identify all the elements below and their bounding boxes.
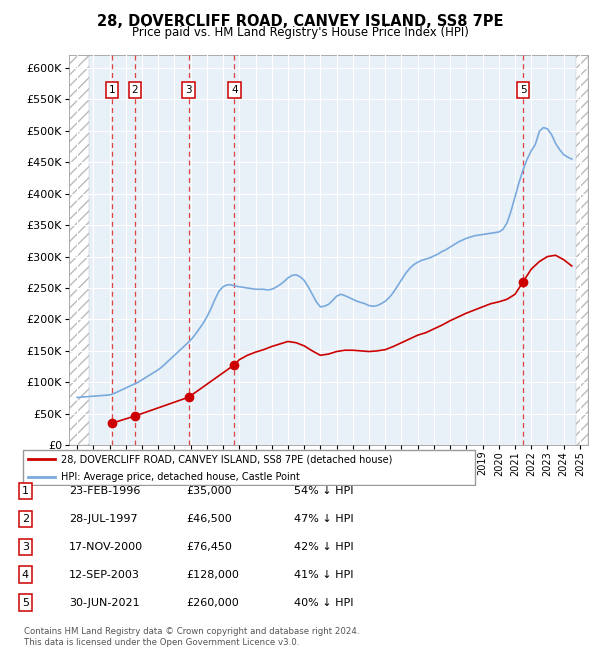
Bar <box>576 55 588 445</box>
Text: £76,450: £76,450 <box>186 541 232 552</box>
Text: 28, DOVERCLIFF ROAD, CANVEY ISLAND, SS8 7PE: 28, DOVERCLIFF ROAD, CANVEY ISLAND, SS8 … <box>97 14 503 29</box>
Text: Price paid vs. HM Land Registry's House Price Index (HPI): Price paid vs. HM Land Registry's House … <box>131 26 469 39</box>
Text: 30-JUN-2021: 30-JUN-2021 <box>69 597 140 608</box>
FancyBboxPatch shape <box>23 450 475 485</box>
Text: 3: 3 <box>185 85 192 96</box>
Text: 28-JUL-1997: 28-JUL-1997 <box>69 514 137 524</box>
Bar <box>576 55 588 445</box>
Text: 1: 1 <box>109 85 115 96</box>
Text: 2: 2 <box>22 514 29 524</box>
Text: 4: 4 <box>22 569 29 580</box>
Text: 28, DOVERCLIFF ROAD, CANVEY ISLAND, SS8 7PE (detached house): 28, DOVERCLIFF ROAD, CANVEY ISLAND, SS8 … <box>61 454 392 464</box>
Bar <box>69 55 89 445</box>
Text: 5: 5 <box>22 597 29 608</box>
Text: 2: 2 <box>131 85 139 96</box>
Text: 23-FEB-1996: 23-FEB-1996 <box>69 486 140 496</box>
Text: 54% ↓ HPI: 54% ↓ HPI <box>294 486 353 496</box>
Text: 1: 1 <box>22 486 29 496</box>
Text: This data is licensed under the Open Government Licence v3.0.: This data is licensed under the Open Gov… <box>24 638 299 647</box>
Text: 12-SEP-2003: 12-SEP-2003 <box>69 569 140 580</box>
Text: Contains HM Land Registry data © Crown copyright and database right 2024.: Contains HM Land Registry data © Crown c… <box>24 627 359 636</box>
Text: £35,000: £35,000 <box>186 486 232 496</box>
Text: 47% ↓ HPI: 47% ↓ HPI <box>294 514 353 524</box>
Text: £260,000: £260,000 <box>186 597 239 608</box>
Text: 41% ↓ HPI: 41% ↓ HPI <box>294 569 353 580</box>
Text: HPI: Average price, detached house, Castle Point: HPI: Average price, detached house, Cast… <box>61 472 300 482</box>
Text: 42% ↓ HPI: 42% ↓ HPI <box>294 541 353 552</box>
Text: £128,000: £128,000 <box>186 569 239 580</box>
Text: 3: 3 <box>22 541 29 552</box>
Text: 17-NOV-2000: 17-NOV-2000 <box>69 541 143 552</box>
Text: 40% ↓ HPI: 40% ↓ HPI <box>294 597 353 608</box>
Text: £46,500: £46,500 <box>186 514 232 524</box>
Text: 4: 4 <box>231 85 238 96</box>
Bar <box>69 55 89 445</box>
Text: 5: 5 <box>520 85 526 96</box>
